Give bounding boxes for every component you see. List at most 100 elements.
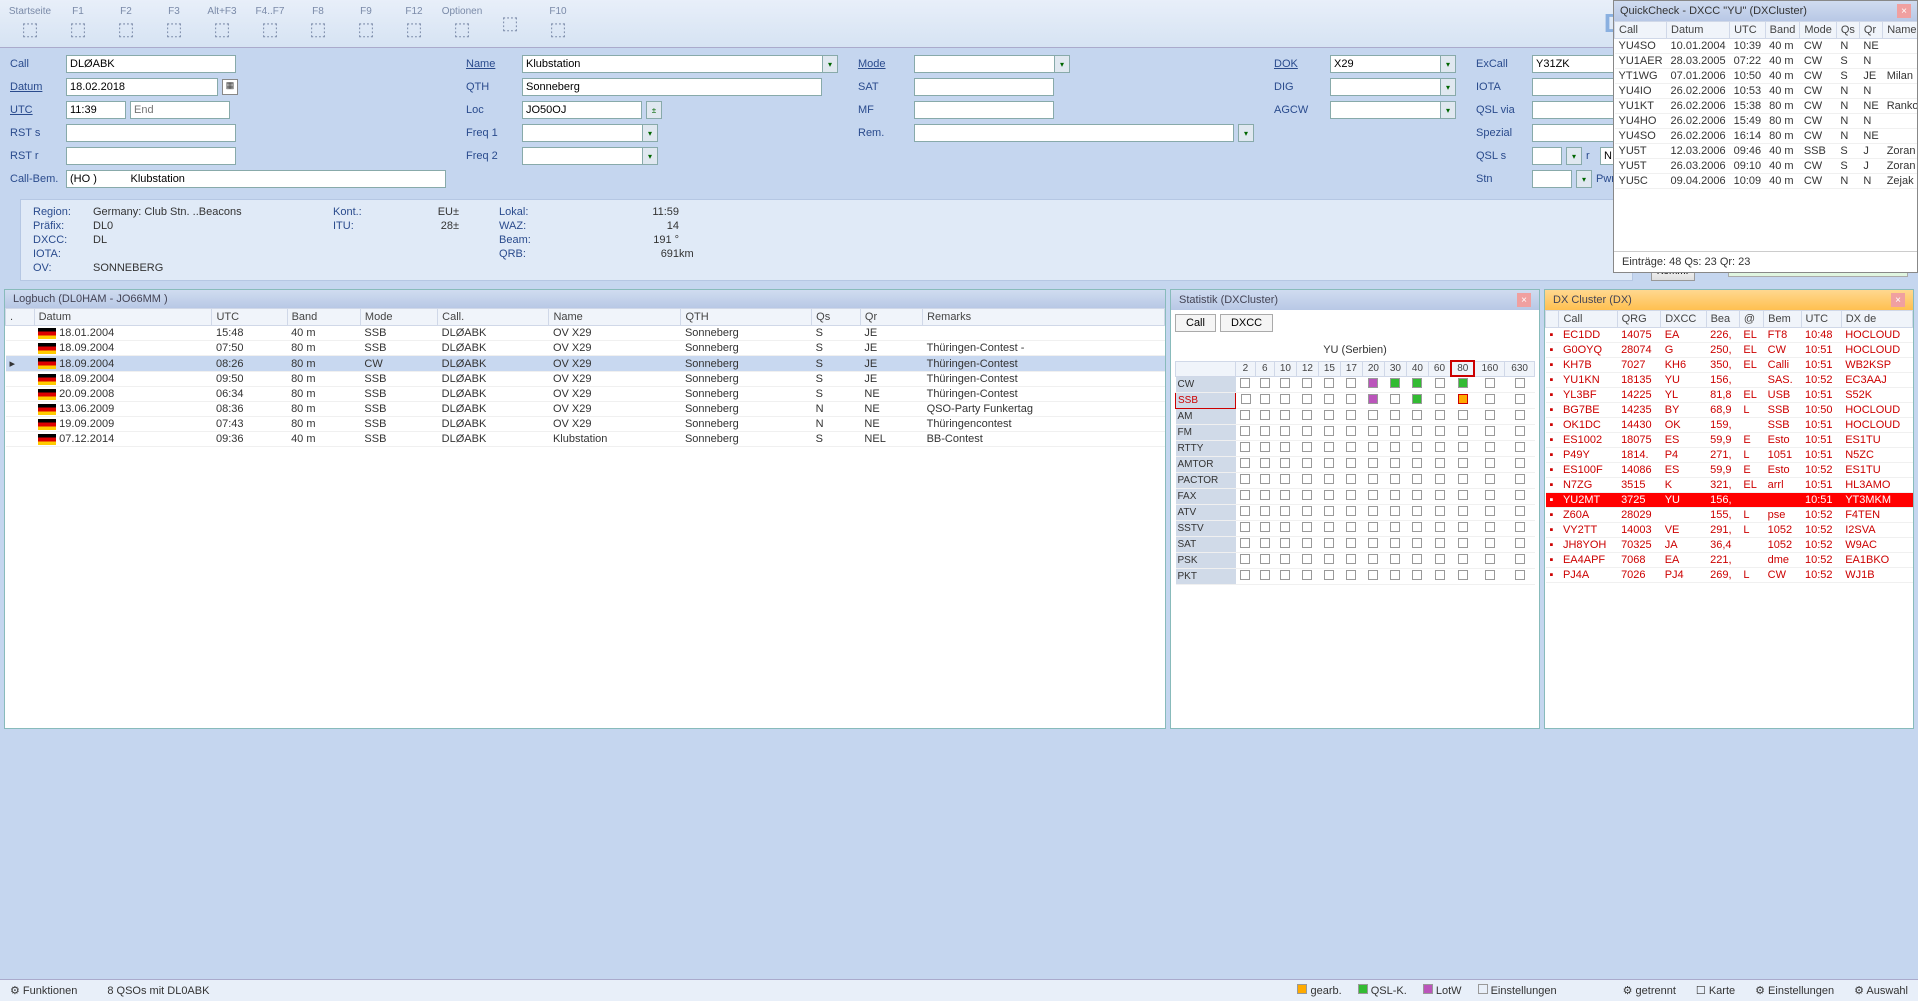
toolbar-f47[interactable]: F4..F7⬚ xyxy=(248,2,292,46)
table-row[interactable]: YU5T12.03.200609:4640 mSSBSJZoranLe xyxy=(1615,144,1918,159)
table-row[interactable]: YU4HO26.02.200615:4980 mCWNN xyxy=(1615,114,1918,129)
tab-DXCC[interactable]: DXCC xyxy=(1220,314,1273,332)
table-row[interactable]: ▪PJ4A7026PJ4269,LCW10:52WJ1B xyxy=(1546,568,1913,583)
quickcheck-footer: Einträge: 48 Qs: 23 Qr: 23 xyxy=(1614,251,1917,272)
logbuch-panel: Logbuch (DL0HAM - JO66MM ) .DatumUTCBand… xyxy=(4,289,1166,729)
table-row[interactable]: YU4SO10.01.200410:3940 mCWNNE xyxy=(1615,39,1918,54)
flag-icon xyxy=(38,328,56,339)
quickcheck-title: QuickCheck - DXCC "YU" (DXCluster) xyxy=(1620,5,1807,17)
table-row[interactable]: 18.01.200415:4840 mSSBDLØABKOV X29Sonneb… xyxy=(6,326,1165,341)
footer-funk[interactable]: ⚙ Funktionen xyxy=(10,984,77,997)
region-info: Region:Germany: Club Stn. ..BeaconsPräfi… xyxy=(20,199,1633,281)
rem-input[interactable] xyxy=(914,124,1234,142)
dropdown-icon[interactable]: ▾ xyxy=(1054,55,1070,73)
freq1-input[interactable] xyxy=(522,124,642,142)
toolbar-home[interactable]: Startseite⬚ xyxy=(8,2,52,46)
toolbar-f9[interactable]: F9⬚ xyxy=(344,2,388,46)
table-row[interactable]: ▪ES100F14086ES59,9EEsto10:52ES1TU xyxy=(1546,463,1913,478)
table-row[interactable]: ▪ES100218075ES59,9EEsto10:51ES1TU xyxy=(1546,433,1913,448)
mf-input[interactable] xyxy=(914,101,1054,119)
toolbar-f1[interactable]: F1⬚ xyxy=(56,2,100,46)
rstr-input[interactable] xyxy=(66,147,236,165)
name-input[interactable] xyxy=(522,55,822,73)
table-row[interactable]: ▪P49Y1814.P4271,L105110:51N5ZC xyxy=(1546,448,1913,463)
table-row[interactable]: YU4SO26.02.200616:1480 mCWNNE xyxy=(1615,129,1918,144)
dxcluster-panel: DX Cluster (DX) × CallQRGDXCCBea@BemUTCDX… xyxy=(1544,289,1914,729)
toolbar-f2[interactable]: F2⬚ xyxy=(104,2,148,46)
table-row[interactable]: YU4IO26.02.200610:5340 mCWNN xyxy=(1615,84,1918,99)
status-bar: ⚙ Funktionen 8 QSOs mit DL0ABK gearb. QS… xyxy=(0,979,1918,1001)
tab-Call[interactable]: Call xyxy=(1175,314,1216,332)
dropdown-icon[interactable]: ▾ xyxy=(642,147,658,165)
dxcluster-title: DX Cluster (DX) xyxy=(1553,294,1632,306)
dropdown-icon[interactable]: ▾ xyxy=(1440,55,1456,73)
table-row[interactable]: YU5C09.04.200610:0940 mCWNNZejak xyxy=(1615,174,1918,189)
logbuch-table[interactable]: .DatumUTCBandModeCall.NameQTHQsQrRemarks… xyxy=(5,308,1165,447)
flag-icon xyxy=(38,404,56,415)
datum-input[interactable] xyxy=(66,78,218,96)
flag-icon xyxy=(38,358,56,369)
quickcheck-table: CallDatumUTCBandModeQsQrNameQTYU4SO10.01… xyxy=(1614,21,1917,189)
toolbar-f12[interactable]: F12⬚ xyxy=(392,2,436,46)
toolbar-af3[interactable]: Alt+F3⬚ xyxy=(200,2,244,46)
table-row[interactable]: ▪EA4APF7068EA221,dme10:52EA1BKO xyxy=(1546,553,1913,568)
dropdown-icon[interactable]: ▾ xyxy=(1440,101,1456,119)
table-row[interactable]: ▪BG7BE14235BY68,9LSSB10:50HOCLOUD xyxy=(1546,403,1913,418)
table-row[interactable]: 07.12.201409:3640 mSSBDLØABKKlubstationS… xyxy=(6,432,1165,447)
mode-input[interactable] xyxy=(914,55,1054,73)
table-row[interactable]: 19.09.200907:4380 mSSBDLØABKOV X29Sonneb… xyxy=(6,417,1165,432)
table-row[interactable]: ▪VY2TT14003VE291,L105210:52I2SVA xyxy=(1546,523,1913,538)
table-row[interactable]: ▪G0OYQ28074G250,ELCW10:51HOCLOUD xyxy=(1546,343,1913,358)
toolbar-f8[interactable]: F8⬚ xyxy=(296,2,340,46)
dxcluster-table[interactable]: CallQRGDXCCBea@BemUTCDX de▪EC1DD14075EA2… xyxy=(1545,310,1913,583)
qsls-input[interactable] xyxy=(1532,147,1562,165)
table-row[interactable]: 20.09.200806:3480 mSSBDLØABKOV X29Sonneb… xyxy=(6,387,1165,402)
table-row[interactable]: ▪Z60A28029155,Lpse10:52F4TEN xyxy=(1546,508,1913,523)
footer-qsos: 8 QSOs mit DL0ABK xyxy=(107,985,209,997)
utc-end-input[interactable] xyxy=(130,101,230,119)
table-row[interactable]: ▪YL3BF14225YL81,8ELUSB10:51S52K xyxy=(1546,388,1913,403)
dropdown-icon[interactable]: ▾ xyxy=(822,55,838,73)
loc-input[interactable] xyxy=(522,101,642,119)
toolbar-f3[interactable]: F3⬚ xyxy=(152,2,196,46)
table-row[interactable]: ▪OK1DC14430OK159,SSB10:51HOCLOUD xyxy=(1546,418,1913,433)
toolbar-f10[interactable]: F10⬚ xyxy=(536,2,580,46)
table-row[interactable]: ▪JH8YOH70325JA36,4105210:52W9AC xyxy=(1546,538,1913,553)
toolbar-opt[interactable]: Optionen⬚ xyxy=(440,2,484,46)
freq2-input[interactable] xyxy=(522,147,642,165)
rsts-input[interactable] xyxy=(66,124,236,142)
sat-input[interactable] xyxy=(914,78,1054,96)
agcw-input[interactable] xyxy=(1330,101,1440,119)
call-input[interactable] xyxy=(66,55,236,73)
table-row[interactable]: YT1WG07.01.200610:5040 mCWSJEMilanBe xyxy=(1615,69,1918,84)
stn-input[interactable] xyxy=(1532,170,1572,188)
close-icon[interactable]: × xyxy=(1517,293,1531,307)
utc-input[interactable] xyxy=(66,101,126,119)
dropdown-icon[interactable]: ▾ xyxy=(1440,78,1456,96)
table-row[interactable]: YU1AER28.03.200507:2240 mCWSN xyxy=(1615,54,1918,69)
logbuch-title: Logbuch (DL0HAM - JO66MM ) xyxy=(13,293,168,305)
table-row[interactable]: ▪YU2MT3725YU156,10:51YT3MKM xyxy=(1546,493,1913,508)
table-row[interactable]: ▸ 18.09.200408:2680 mCWDLØABKOV X29Sonne… xyxy=(6,356,1165,372)
toolbar-gap[interactable]: ⬚ xyxy=(488,2,532,46)
table-row[interactable]: YU5T26.03.200609:1040 mCWSJZoranLe xyxy=(1615,159,1918,174)
close-icon[interactable]: × xyxy=(1891,293,1905,307)
table-row[interactable]: 13.06.200908:3680 mSSBDLØABKOV X29Sonneb… xyxy=(6,402,1165,417)
table-row[interactable]: 18.09.200407:5080 mSSBDLØABKOV X29Sonneb… xyxy=(6,341,1165,356)
table-row[interactable]: ▪EC1DD14075EA226,ELFT810:48HOCLOUD xyxy=(1546,328,1913,343)
table-row[interactable]: 18.09.200409:5080 mSSBDLØABKOV X29Sonneb… xyxy=(6,372,1165,387)
dig-input[interactable] xyxy=(1330,78,1440,96)
table-row[interactable]: ▪N7ZG3515K321,ELarrl10:51HL3AMO xyxy=(1546,478,1913,493)
statistik-grid: 26101215172030406080160630CWSSBAMFMRTTYA… xyxy=(1175,360,1535,585)
callbem-input[interactable] xyxy=(66,170,446,188)
table-row[interactable]: YU1KT26.02.200615:3880 mCWNNERankoBe xyxy=(1615,99,1918,114)
dok-input[interactable] xyxy=(1330,55,1440,73)
qth-input[interactable] xyxy=(522,78,822,96)
close-icon[interactable]: × xyxy=(1897,4,1911,18)
table-row[interactable]: ▪YU1KN18135YU156,SAS.10:52EC3AAJ xyxy=(1546,373,1913,388)
calendar-icon[interactable]: ▦ xyxy=(222,79,238,95)
table-row[interactable]: ▪KH7B7027KH6350,ELCalli10:51WB2KSP xyxy=(1546,358,1913,373)
statistik-title: Statistik (DXCluster) xyxy=(1179,294,1278,306)
dropdown-icon[interactable]: ▾ xyxy=(642,124,658,142)
statistik-heading: YU (Serbien) xyxy=(1175,340,1535,360)
